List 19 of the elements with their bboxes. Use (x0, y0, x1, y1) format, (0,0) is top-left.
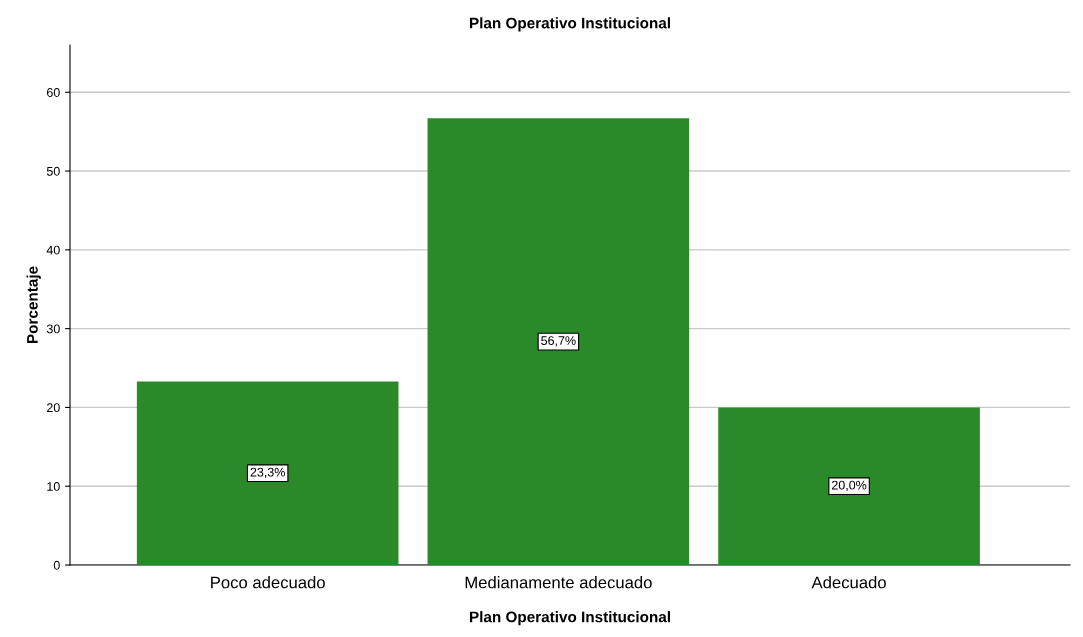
y-axis-title: Porcentaje (26, 266, 41, 344)
data-label: 23,3% (250, 467, 285, 479)
y-tick-label: 0 (53, 560, 60, 570)
y-tick-label: 40 (46, 245, 60, 255)
y-tick-label: 20 (47, 403, 60, 413)
chart-title: Plan Operativo Institucional (470, 17, 670, 32)
bar (136, 381, 399, 565)
y-tick-label: 60 (47, 88, 60, 97)
y-tick-label: 50 (46, 166, 60, 176)
bar (718, 407, 980, 565)
y-tick-label: 30 (46, 324, 60, 334)
bar (427, 118, 690, 565)
x-tick-label: Adecuado (811, 576, 886, 589)
data-label: 20,0% (831, 480, 867, 492)
x-tick-label: Poco adecuado (211, 576, 325, 589)
data-label: 56,7% (541, 336, 576, 347)
x-axis-title: Plan Operativo Institucional (470, 611, 670, 626)
x-tick-label: Medianamente adecuado (465, 576, 652, 589)
y-tick-label: 10 (47, 482, 60, 491)
